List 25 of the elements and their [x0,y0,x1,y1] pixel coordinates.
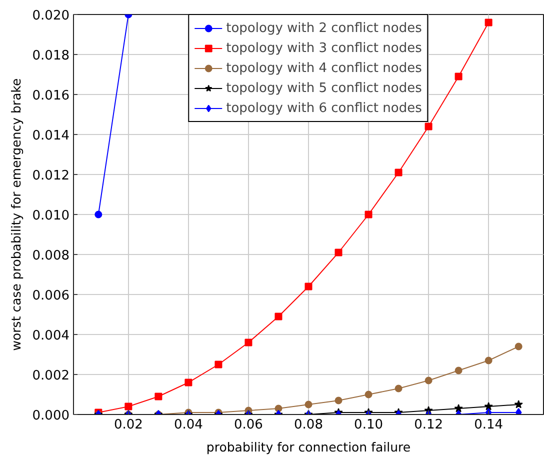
y-tick-label: 0.014 [32,128,70,144]
y-tick-label: 0.006 [32,288,70,304]
y-tick-label: 0.018 [32,48,70,64]
legend-label: topology with 5 conflict nodes [226,80,422,96]
x-tick-label: 0.04 [174,418,203,432]
x-tick-label: 0.12 [414,418,444,432]
y-tick-label: 0.004 [32,328,70,344]
x-tick-label: 0.14 [474,418,504,432]
x-tick-label: 0.08 [294,418,323,432]
y-tick-label: 0.016 [32,88,70,104]
y-tick-label: 0.012 [32,168,70,184]
x-tick-label: 0.10 [354,418,384,432]
x-axis-title: probability for connection failure [206,440,411,454]
y-tick-label: 0.020 [32,8,70,24]
y-tick-label: 0.002 [32,368,70,384]
legend-label: topology with 3 conflict nodes [226,40,422,56]
legend-label: topology with 4 conflict nodes [226,60,422,76]
y-tick-label: 0.010 [32,208,70,224]
legend-label: topology with 2 conflict nodes [226,20,422,36]
legend-label: topology with 6 conflict nodes [226,100,422,116]
x-tick-label: 0.06 [234,418,263,432]
y-tick-label: 0.008 [32,248,70,264]
y-axis-title: worst case probability for emergency brake [8,78,24,351]
x-tick-label: 0.02 [114,418,143,432]
y-tick-label: 0.000 [32,408,70,424]
